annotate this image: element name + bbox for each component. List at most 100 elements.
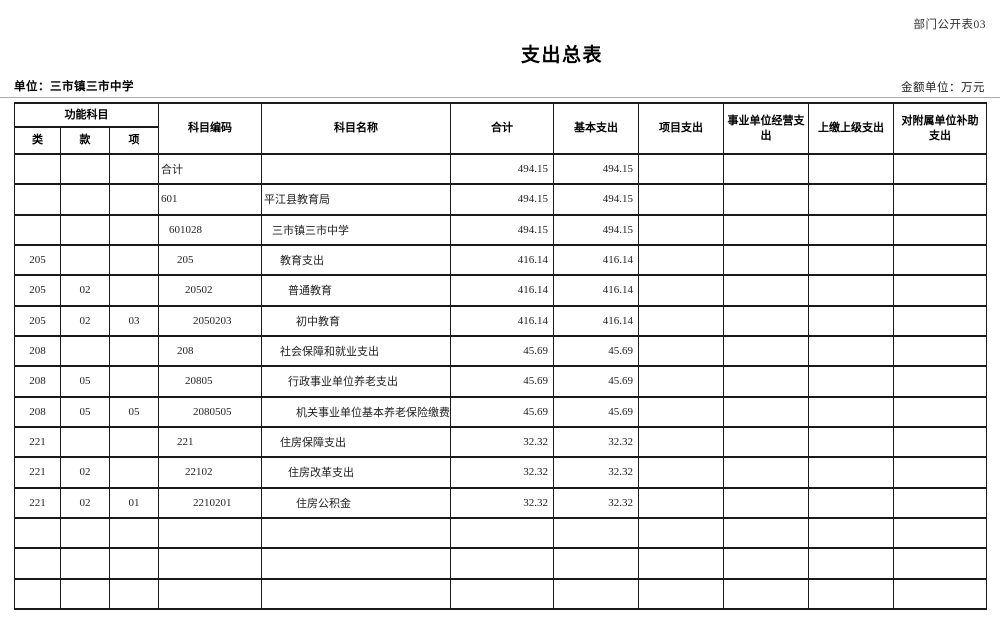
cell-upper-level-expenditure — [808, 425, 894, 459]
cell-subject-name: 住房保障支出 — [261, 425, 451, 459]
cell-basic-expenditure: 32.32 — [553, 456, 639, 489]
cell-item — [109, 183, 159, 216]
header-item: 项 — [109, 126, 159, 155]
cell-basic-expenditure — [553, 577, 639, 610]
cell-item — [109, 243, 159, 277]
cell-section — [60, 152, 110, 186]
cell-category — [14, 152, 61, 186]
table-row — [14, 577, 987, 610]
cell-project-expenditure — [638, 425, 724, 459]
cell-total: 416.14 — [450, 243, 554, 277]
cell-project-expenditure — [638, 516, 724, 550]
cell-total: 32.32 — [450, 425, 554, 459]
horizontal-rule — [0, 97, 1000, 98]
cell-subject-code: 22102 — [158, 456, 262, 489]
cell-upper-level-expenditure — [808, 274, 894, 307]
cell-subject-name — [261, 152, 451, 186]
cell-subsidy-expenditure — [893, 486, 987, 519]
cell-project-expenditure — [638, 274, 724, 307]
cell-item — [109, 547, 159, 580]
table-row: 205 205 教育支出 416.14 416.14 — [14, 243, 987, 277]
table-row: 601028 三市镇三市中学 494.15 494.15 — [14, 213, 987, 246]
cell-subsidy-expenditure — [893, 152, 987, 186]
header-subject-code: 科目编码 — [158, 102, 262, 155]
cell-subject-name: 平江县教育局 — [261, 183, 451, 216]
cell-item: 05 — [109, 395, 159, 428]
cell-item — [109, 152, 159, 186]
cell-basic-expenditure: 32.32 — [553, 425, 639, 459]
cell-operating-expenditure — [723, 486, 809, 519]
cell-section — [60, 334, 110, 368]
header-basic-expenditure: 基本支出 — [553, 102, 639, 155]
table-row: 208 05 20805 行政事业单位养老支出 45.69 45.69 — [14, 365, 987, 398]
cell-operating-expenditure — [723, 152, 809, 186]
cell-project-expenditure — [638, 395, 724, 428]
cell-total: 494.15 — [450, 152, 554, 186]
cell-item: 01 — [109, 486, 159, 519]
cell-category — [14, 516, 61, 550]
cell-basic-expenditure: 32.32 — [553, 486, 639, 519]
cell-item — [109, 365, 159, 398]
cell-operating-expenditure — [723, 425, 809, 459]
cell-project-expenditure — [638, 365, 724, 398]
cell-upper-level-expenditure — [808, 577, 894, 610]
cell-project-expenditure — [638, 577, 724, 610]
cell-total — [450, 547, 554, 580]
header-subsidy-expenditure: 对附属单位补助支出 — [893, 102, 987, 155]
cell-operating-expenditure — [723, 395, 809, 428]
cell-subsidy-expenditure — [893, 183, 987, 216]
header-subject-name: 科目名称 — [261, 102, 451, 155]
cell-basic-expenditure — [553, 516, 639, 550]
cell-upper-level-expenditure — [808, 395, 894, 428]
cell-subject-code — [158, 577, 262, 610]
cell-subject-name — [261, 547, 451, 580]
cell-subject-name: 社会保障和就业支出 — [261, 334, 451, 368]
table-row: 208 208 社会保障和就业支出 45.69 45.69 — [14, 334, 987, 368]
cell-total: 45.69 — [450, 365, 554, 398]
cell-total: 416.14 — [450, 274, 554, 307]
table-row: 221 02 22102 住房改革支出 32.32 32.32 — [14, 456, 987, 489]
cell-category — [14, 547, 61, 580]
cell-basic-expenditure: 416.14 — [553, 304, 639, 337]
table-header: 功能科目 科目编码 科目名称 合计 基本支出 项目支出 事业单位经营支出 上缴上… — [14, 102, 987, 155]
cell-section — [60, 243, 110, 277]
cell-project-expenditure — [638, 243, 724, 277]
table-row: 221 02 01 2210201 住房公积金 32.32 32.32 — [14, 486, 987, 519]
cell-subject-name: 初中教育 — [261, 304, 451, 337]
cell-project-expenditure — [638, 334, 724, 368]
table-body: 合计 494.15 494.15 601 平江县教育局 494.15 494.1… — [14, 152, 987, 610]
cell-category — [14, 183, 61, 216]
cell-total: 32.32 — [450, 486, 554, 519]
cell-category — [14, 213, 61, 246]
cell-subject-code: 208 — [158, 334, 262, 368]
cell-subject-code: 20502 — [158, 274, 262, 307]
cell-operating-expenditure — [723, 243, 809, 277]
table-row: 601 平江县教育局 494.15 494.15 — [14, 183, 987, 216]
cell-operating-expenditure — [723, 304, 809, 337]
cell-project-expenditure — [638, 304, 724, 337]
table-row: 221 221 住房保障支出 32.32 32.32 — [14, 425, 987, 459]
cell-subject-code: 2050203 — [158, 304, 262, 337]
cell-subsidy-expenditure — [893, 547, 987, 580]
cell-basic-expenditure: 494.15 — [553, 183, 639, 216]
cell-category — [14, 577, 61, 610]
cell-subject-code — [158, 516, 262, 550]
cell-section: 02 — [60, 274, 110, 307]
header-operating-expenditure: 事业单位经营支出 — [723, 102, 809, 155]
cell-section — [60, 577, 110, 610]
cell-basic-expenditure: 416.14 — [553, 274, 639, 307]
header-category: 类 — [14, 126, 61, 155]
cell-subject-name: 三市镇三市中学 — [261, 213, 451, 246]
expenditure-table: 功能科目 科目编码 科目名称 合计 基本支出 项目支出 事业单位经营支出 上缴上… — [14, 102, 987, 610]
cell-upper-level-expenditure — [808, 365, 894, 398]
cell-section — [60, 183, 110, 216]
cell-basic-expenditure: 494.15 — [553, 152, 639, 186]
cell-subject-name: 住房改革支出 — [261, 456, 451, 489]
cell-subject-code: 205 — [158, 243, 262, 277]
cell-subject-code: 合计 — [158, 152, 262, 186]
cell-subject-name — [261, 577, 451, 610]
cell-total: 416.14 — [450, 304, 554, 337]
cell-subsidy-expenditure — [893, 577, 987, 610]
cell-item — [109, 577, 159, 610]
